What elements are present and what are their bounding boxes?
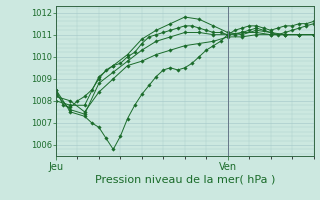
X-axis label: Pression niveau de la mer( hPa ): Pression niveau de la mer( hPa ) — [95, 174, 275, 184]
